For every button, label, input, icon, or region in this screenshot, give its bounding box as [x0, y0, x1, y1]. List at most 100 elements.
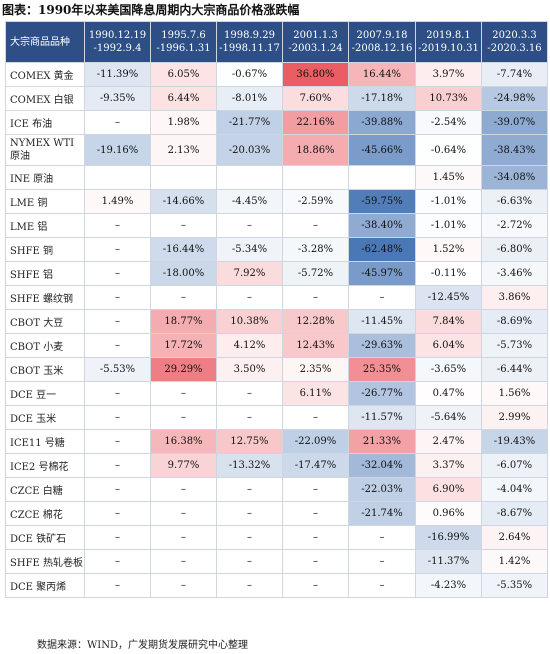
heatmap-cell: 22.16% [282, 110, 349, 135]
heatmap-cell: -3.28% [282, 237, 349, 262]
heatmap-cell: – [216, 381, 283, 406]
period-header: 1990.12.19 -1992.9.4 [84, 21, 151, 63]
period-end: -1992.9.4 [93, 43, 142, 54]
heatmap-cell: 36.80% [282, 62, 349, 87]
heatmap-cell: -34.08% [481, 165, 548, 190]
heatmap-cell: -8.01% [216, 86, 283, 111]
heatmap-cell: – [282, 213, 349, 238]
heatmap-cell: -4.45% [216, 189, 283, 214]
heatmap-cell: -7.74% [481, 62, 548, 87]
table-row: DCE 玉米 – – – – -11.57% -5.64% 2.99% [5, 405, 548, 430]
heatmap-cell: – [348, 573, 416, 598]
heatmap-cell: 25.35% [348, 357, 416, 382]
heatmap-cell: -17.47% [282, 453, 349, 478]
heatmap-cell: -14.66% [150, 189, 217, 214]
heatmap-cell: -29.63% [348, 333, 416, 358]
heatmap-cell: -16.44% [150, 237, 217, 262]
heatmap-cell: -0.67% [216, 62, 283, 87]
heatmap-cell: -16.99% [415, 525, 482, 550]
heatmap-cell: 2.35% [282, 357, 349, 382]
period-end: -2003.1.24 [288, 43, 343, 54]
heatmap-cell: 12.75% [216, 429, 283, 454]
heatmap-cell: – [216, 405, 283, 430]
table-row: ICE11 号糖 –16.38% 12.75% -22.09% 21.33% 2.47% -… [5, 429, 548, 454]
heatmap-cell: -2.54% [415, 110, 482, 135]
heatmap-cell: – [216, 525, 283, 550]
table-row: SHFE 螺纹钢 – – – – – -12.45% 3.86% [5, 285, 548, 310]
heatmap-cell: -4.23% [415, 573, 482, 598]
heatmap-cell: -20.03% [216, 134, 283, 166]
heatmap-cell: -26.77% [348, 381, 416, 406]
table-row: CZCE 棉花 – – – – -21.74% 0.96% -8.67% [5, 501, 548, 526]
heatmap-cell: -3.46% [481, 261, 548, 286]
heatmap-cell: 6.11% [282, 381, 349, 406]
commodity-name: CBOT 小麦 [5, 333, 85, 358]
heatmap-cell: – [84, 309, 151, 334]
commodity-name: LME 铜 [5, 189, 85, 214]
heatmap-cell: 16.38% [150, 429, 217, 454]
heatmap-cell: -11.57% [348, 405, 416, 430]
heatmap-cell: 21.33% [348, 429, 416, 454]
heatmap-cell: – [216, 573, 283, 598]
heatmap-cell: – [84, 110, 151, 135]
heatmap-cell: -38.43% [481, 134, 548, 166]
heatmap-cell: 4.12% [216, 333, 283, 358]
heatmap-cell: -6.44% [481, 357, 548, 382]
heatmap-cell: -5.73% [481, 333, 548, 358]
heatmap-cell [150, 165, 217, 190]
commodity-name: CBOT 玉米 [5, 357, 85, 382]
heatmap-cell: 12.43% [282, 333, 349, 358]
heatmap-cell: – [282, 477, 349, 502]
period-end: -2008.12.16 [351, 43, 413, 54]
heatmap-cell: 1.56% [481, 381, 548, 406]
heatmap-cell: – [84, 549, 151, 574]
table-row: SHFE 铝 – -18.00% 7.92% -5.72% -45.97% -0.11% -3… [5, 261, 548, 286]
commodity-name: LME 铝 [5, 213, 85, 238]
commodity-name: DCE 玉米 [5, 405, 85, 430]
period-start: 2001.1.3 [293, 30, 338, 41]
heatmap-cell: -21.77% [216, 110, 283, 135]
heatmap-cell: 29.29% [150, 357, 217, 382]
heatmap-cell: – [150, 285, 217, 310]
period-start: 2020.3.3 [492, 30, 537, 41]
commodity-name: ICE11 号糖 [5, 429, 85, 454]
heatmap-cell: -45.66% [348, 134, 416, 166]
commodity-name: COMEX 黄金 [5, 62, 85, 87]
header-row: 大宗商品品种 1990.12.19 -1992.9.4 1995.7.6 -1996.1… [5, 21, 548, 63]
heatmap-cell: -13.32% [216, 453, 283, 478]
heatmap-cell: 18.86% [282, 134, 349, 166]
heatmap-cell: – [84, 285, 151, 310]
heatmap-cell [84, 165, 151, 190]
heatmap-cell: – [282, 501, 349, 526]
heatmap-cell: – [216, 549, 283, 574]
heatmap-cell: -32.04% [348, 453, 416, 478]
heatmap-cell: – [282, 285, 349, 310]
heatmap-cell: 0.96% [415, 501, 482, 526]
heatmap-cell: -22.03% [348, 477, 416, 502]
heatmap-cell: – [150, 477, 217, 502]
heatmap-cell: -8.69% [481, 309, 548, 334]
heatmap-cell: – [84, 237, 151, 262]
heatmap-cell: – [348, 525, 416, 550]
table-row: CBOT 小麦 –17.72% 4.12% 12.43% -29.63% 6.04% -5.… [5, 333, 548, 358]
heatmap-cell: 6.44% [150, 86, 217, 111]
heatmap-cell: -6.80% [481, 237, 548, 262]
heatmap-cell: -21.74% [348, 501, 416, 526]
heatmap-cell: 6.90% [415, 477, 482, 502]
table-row: SHFE 热轧卷板 – – – – – -11.37% 1.42% [5, 549, 548, 574]
heatmap-cell: -2.72% [481, 213, 548, 238]
table-row: CBOT 玉米 -5.53% 29.29% 3.50% 2.35% 25.35% -3.65… [5, 357, 548, 382]
heatmap-cell: -6.63% [481, 189, 548, 214]
heatmap-cell [282, 165, 349, 190]
heatmap-cell: – [84, 333, 151, 358]
table-row: COMEX 黄金 -11.39% 6.05% -0.67% 36.80% 16.44% 3.… [5, 62, 548, 87]
heatmap-cell: -8.67% [481, 501, 548, 526]
commodity-name: CZCE 白糖 [5, 477, 85, 502]
heatmap-cell: – [216, 213, 283, 238]
heatmap-cell: 9.77% [150, 453, 217, 478]
heatmap-cell: -39.88% [348, 110, 416, 135]
commodity-name: DCE 豆一 [5, 381, 85, 406]
heatmap-cell: – [84, 213, 151, 238]
heatmap-cell: 10.38% [216, 309, 283, 334]
commodity-name: NYMEX WTI 原油 [5, 134, 85, 166]
